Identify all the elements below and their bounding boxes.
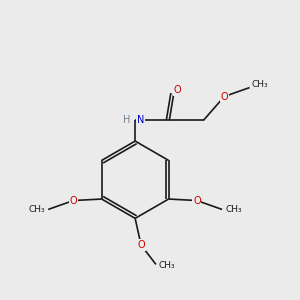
Text: O: O <box>193 196 201 206</box>
Text: N: N <box>137 115 144 125</box>
Text: CH₃: CH₃ <box>252 80 268 89</box>
Text: O: O <box>173 85 181 95</box>
Text: O: O <box>137 240 145 250</box>
Text: CH₃: CH₃ <box>225 205 242 214</box>
Text: O: O <box>70 196 77 206</box>
Text: CH₃: CH₃ <box>158 261 175 270</box>
Text: CH₃: CH₃ <box>28 205 45 214</box>
Text: O: O <box>220 92 228 101</box>
Text: H: H <box>123 115 130 125</box>
